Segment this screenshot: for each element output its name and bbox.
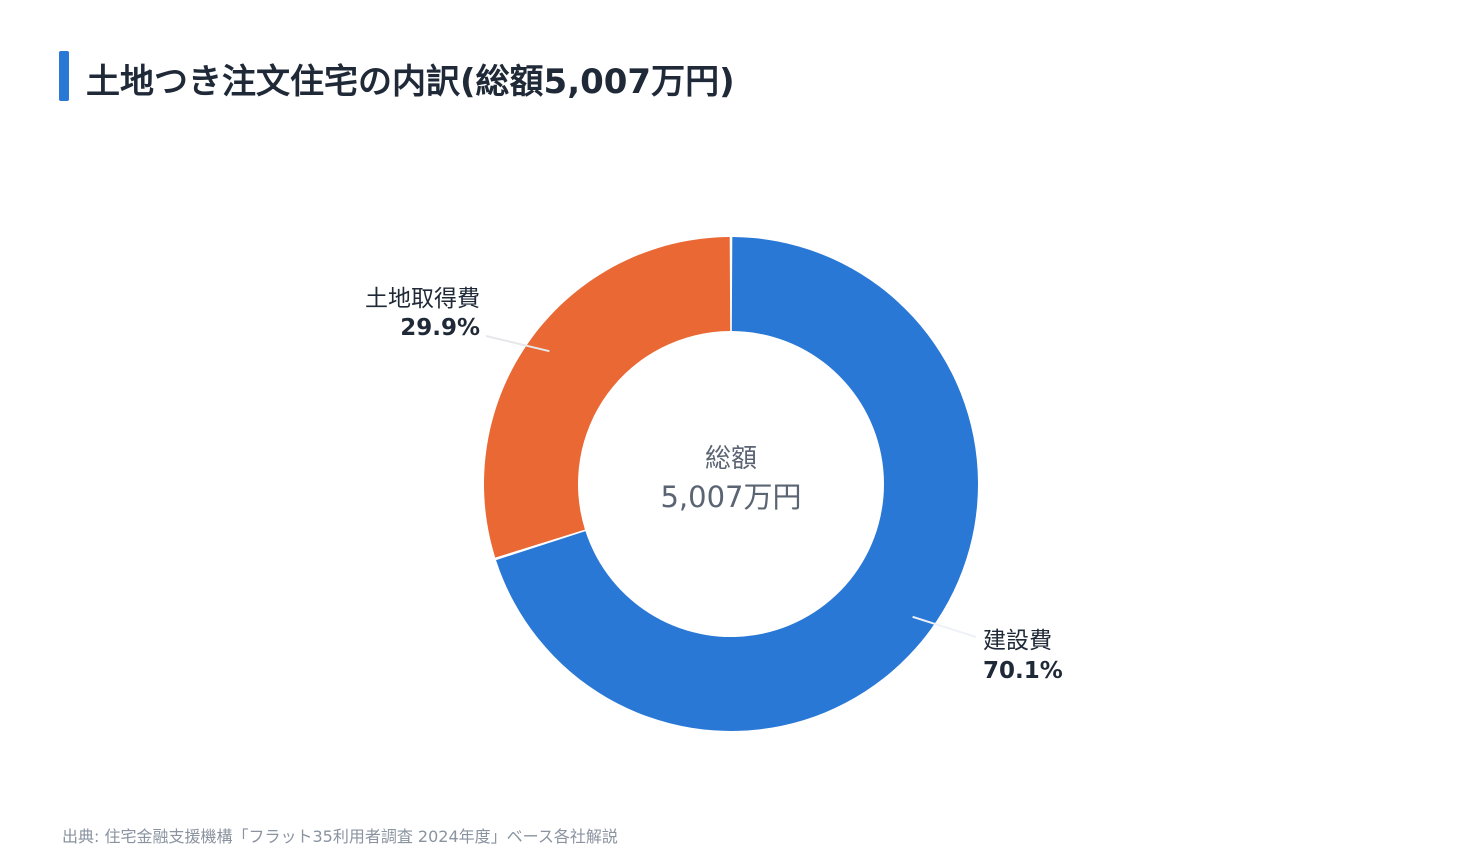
construction-cost-leader-line xyxy=(912,615,977,638)
slice-labels: 建設費 70.1% 土地取得費 29.9% xyxy=(365,286,1063,684)
center-label-total: 5,007万円 xyxy=(660,480,801,514)
donut-slices xyxy=(484,237,979,732)
page-title: 土地つき注文住宅の内訳(総額5,007万円) xyxy=(86,62,735,102)
source-note: 出典: 住宅金融支援機構「フラット35利用者調査 2024年度」ベース各社解説 xyxy=(62,827,618,846)
center-label-title: 総額 xyxy=(705,444,757,474)
land-cost-percent: 29.9% xyxy=(400,315,480,341)
land-cost-label: 土地取得費 xyxy=(365,286,480,312)
construction-cost-label: 建設費 xyxy=(983,628,1052,654)
title-accent-bar xyxy=(59,51,69,101)
construction-cost-percent: 70.1% xyxy=(983,658,1063,684)
construction-cost-slice xyxy=(496,237,979,732)
land-cost-leader-line xyxy=(485,335,550,353)
leader-lines xyxy=(485,335,977,638)
land-cost-slice xyxy=(484,237,731,558)
